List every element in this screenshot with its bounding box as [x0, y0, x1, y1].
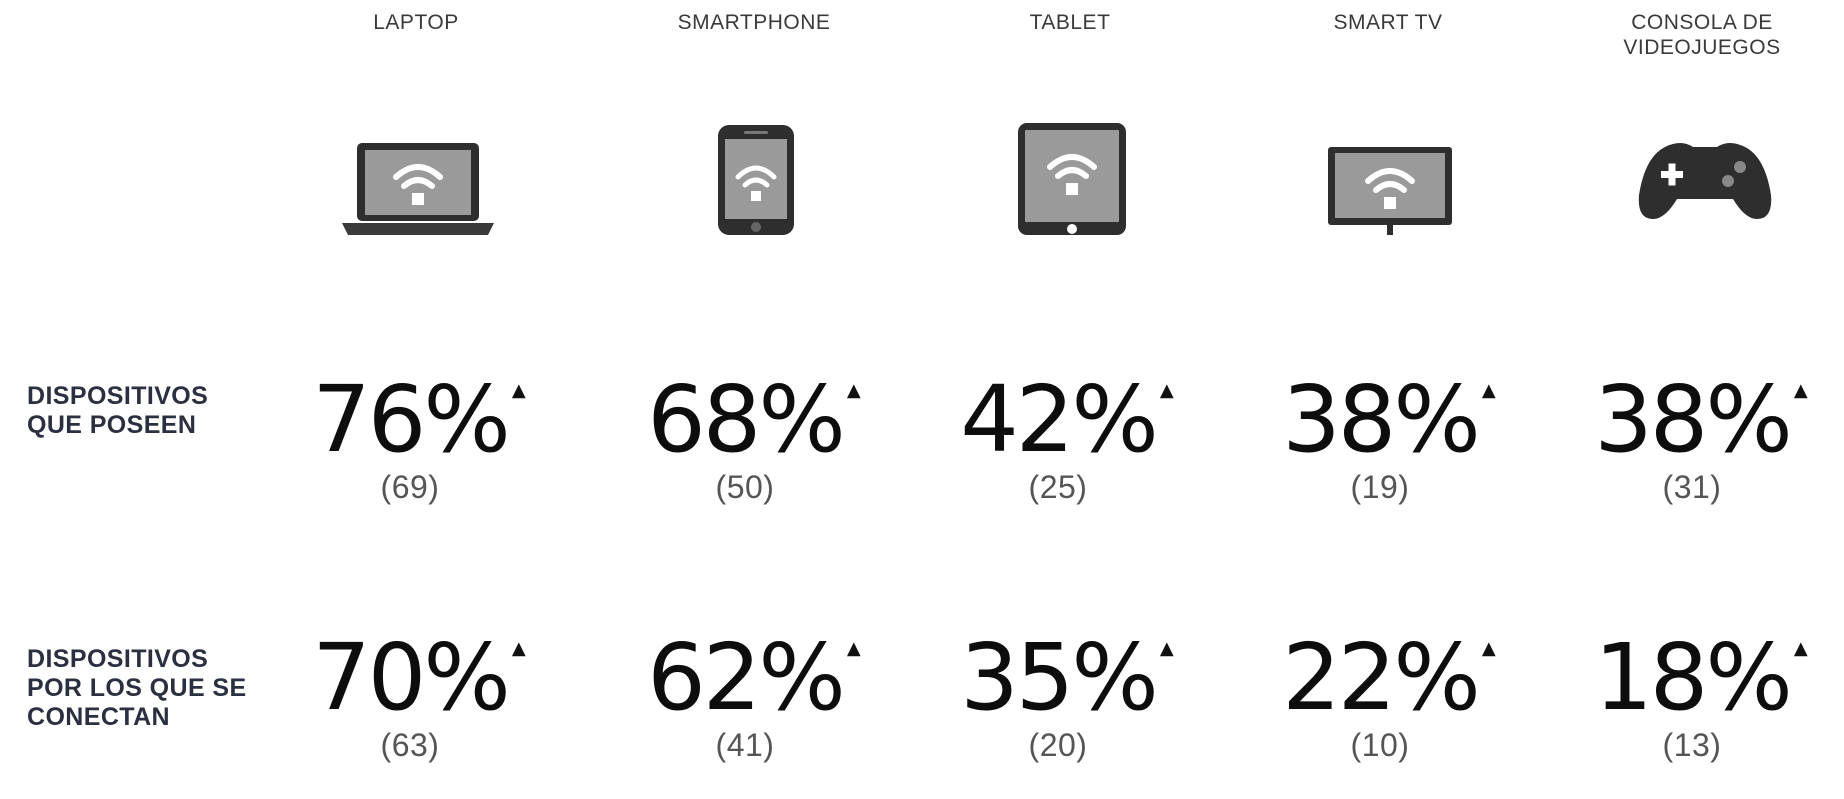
stat-own-laptop: 76% ▲ (69) [275, 372, 545, 505]
stat-count: (13) [1662, 727, 1722, 763]
smart-tv-icon [1310, 95, 1470, 235]
up-arrow-icon: ▲ [1159, 638, 1174, 659]
column-header-smartphone: SMARTPHONE [677, 11, 831, 34]
column-header-tablet: TABLET [1029, 11, 1111, 34]
stat-percentage: 42% [960, 366, 1158, 473]
column-header-laptop: LAPTOP [373, 11, 459, 34]
stat-connect-tablet: 35% ▲ (20) [923, 630, 1193, 763]
row-label-connect: DISPOSITIVOS POR LOS QUE SE CONECTAN [27, 645, 247, 731]
stat-connect-smart-tv: 22% ▲ (10) [1245, 630, 1515, 763]
tablet-icon [992, 95, 1152, 235]
up-arrow-icon: ▲ [1481, 380, 1496, 401]
laptop-icon [338, 95, 498, 235]
stat-count: (31) [1662, 469, 1722, 505]
stat-percentage: 62% [647, 624, 845, 731]
stat-count: (25) [1028, 469, 1088, 505]
stat-percentage: 38% [1282, 366, 1480, 473]
up-arrow-icon: ▲ [846, 380, 861, 401]
column-header-smart-tv: SMART TV [1333, 11, 1443, 34]
row-label-own: DISPOSITIVOS QUE POSEEN [27, 382, 209, 439]
stat-percentage: 18% [1594, 624, 1792, 731]
up-arrow-icon: ▲ [511, 380, 526, 401]
stat-percentage: 76% [312, 366, 510, 473]
up-arrow-icon: ▲ [1793, 638, 1808, 659]
stat-count: (63) [380, 727, 440, 763]
stat-connect-console: 18% ▲ (13) [1557, 630, 1827, 763]
gamepad-icon [1625, 95, 1785, 235]
stat-own-smartphone: 68% ▲ (50) [610, 372, 880, 505]
stat-percentage: 68% [647, 366, 845, 473]
smartphone-icon [676, 95, 836, 235]
stat-own-console: 38% ▲ (31) [1557, 372, 1827, 505]
stat-count: (19) [1350, 469, 1410, 505]
stat-count: (41) [715, 727, 775, 763]
stat-own-smart-tv: 38% ▲ (19) [1245, 372, 1515, 505]
stat-percentage: 22% [1282, 624, 1480, 731]
stat-count: (10) [1350, 727, 1410, 763]
stat-percentage: 70% [312, 624, 510, 731]
wifi-icon [393, 164, 443, 189]
column-header-console: CONSOLA DE VIDEOJUEGOS [1623, 11, 1781, 59]
stat-percentage: 38% [1594, 366, 1792, 473]
stat-count: (20) [1028, 727, 1088, 763]
stat-count: (50) [715, 469, 775, 505]
up-arrow-icon: ▲ [1793, 380, 1808, 401]
stat-count: (69) [380, 469, 440, 505]
stat-percentage: 35% [960, 624, 1158, 731]
stat-connect-laptop: 70% ▲ (63) [275, 630, 545, 763]
up-arrow-icon: ▲ [846, 638, 861, 659]
stat-own-tablet: 42% ▲ (25) [923, 372, 1193, 505]
stat-connect-smartphone: 62% ▲ (41) [610, 630, 880, 763]
up-arrow-icon: ▲ [511, 638, 526, 659]
up-arrow-icon: ▲ [1481, 638, 1496, 659]
up-arrow-icon: ▲ [1159, 380, 1174, 401]
